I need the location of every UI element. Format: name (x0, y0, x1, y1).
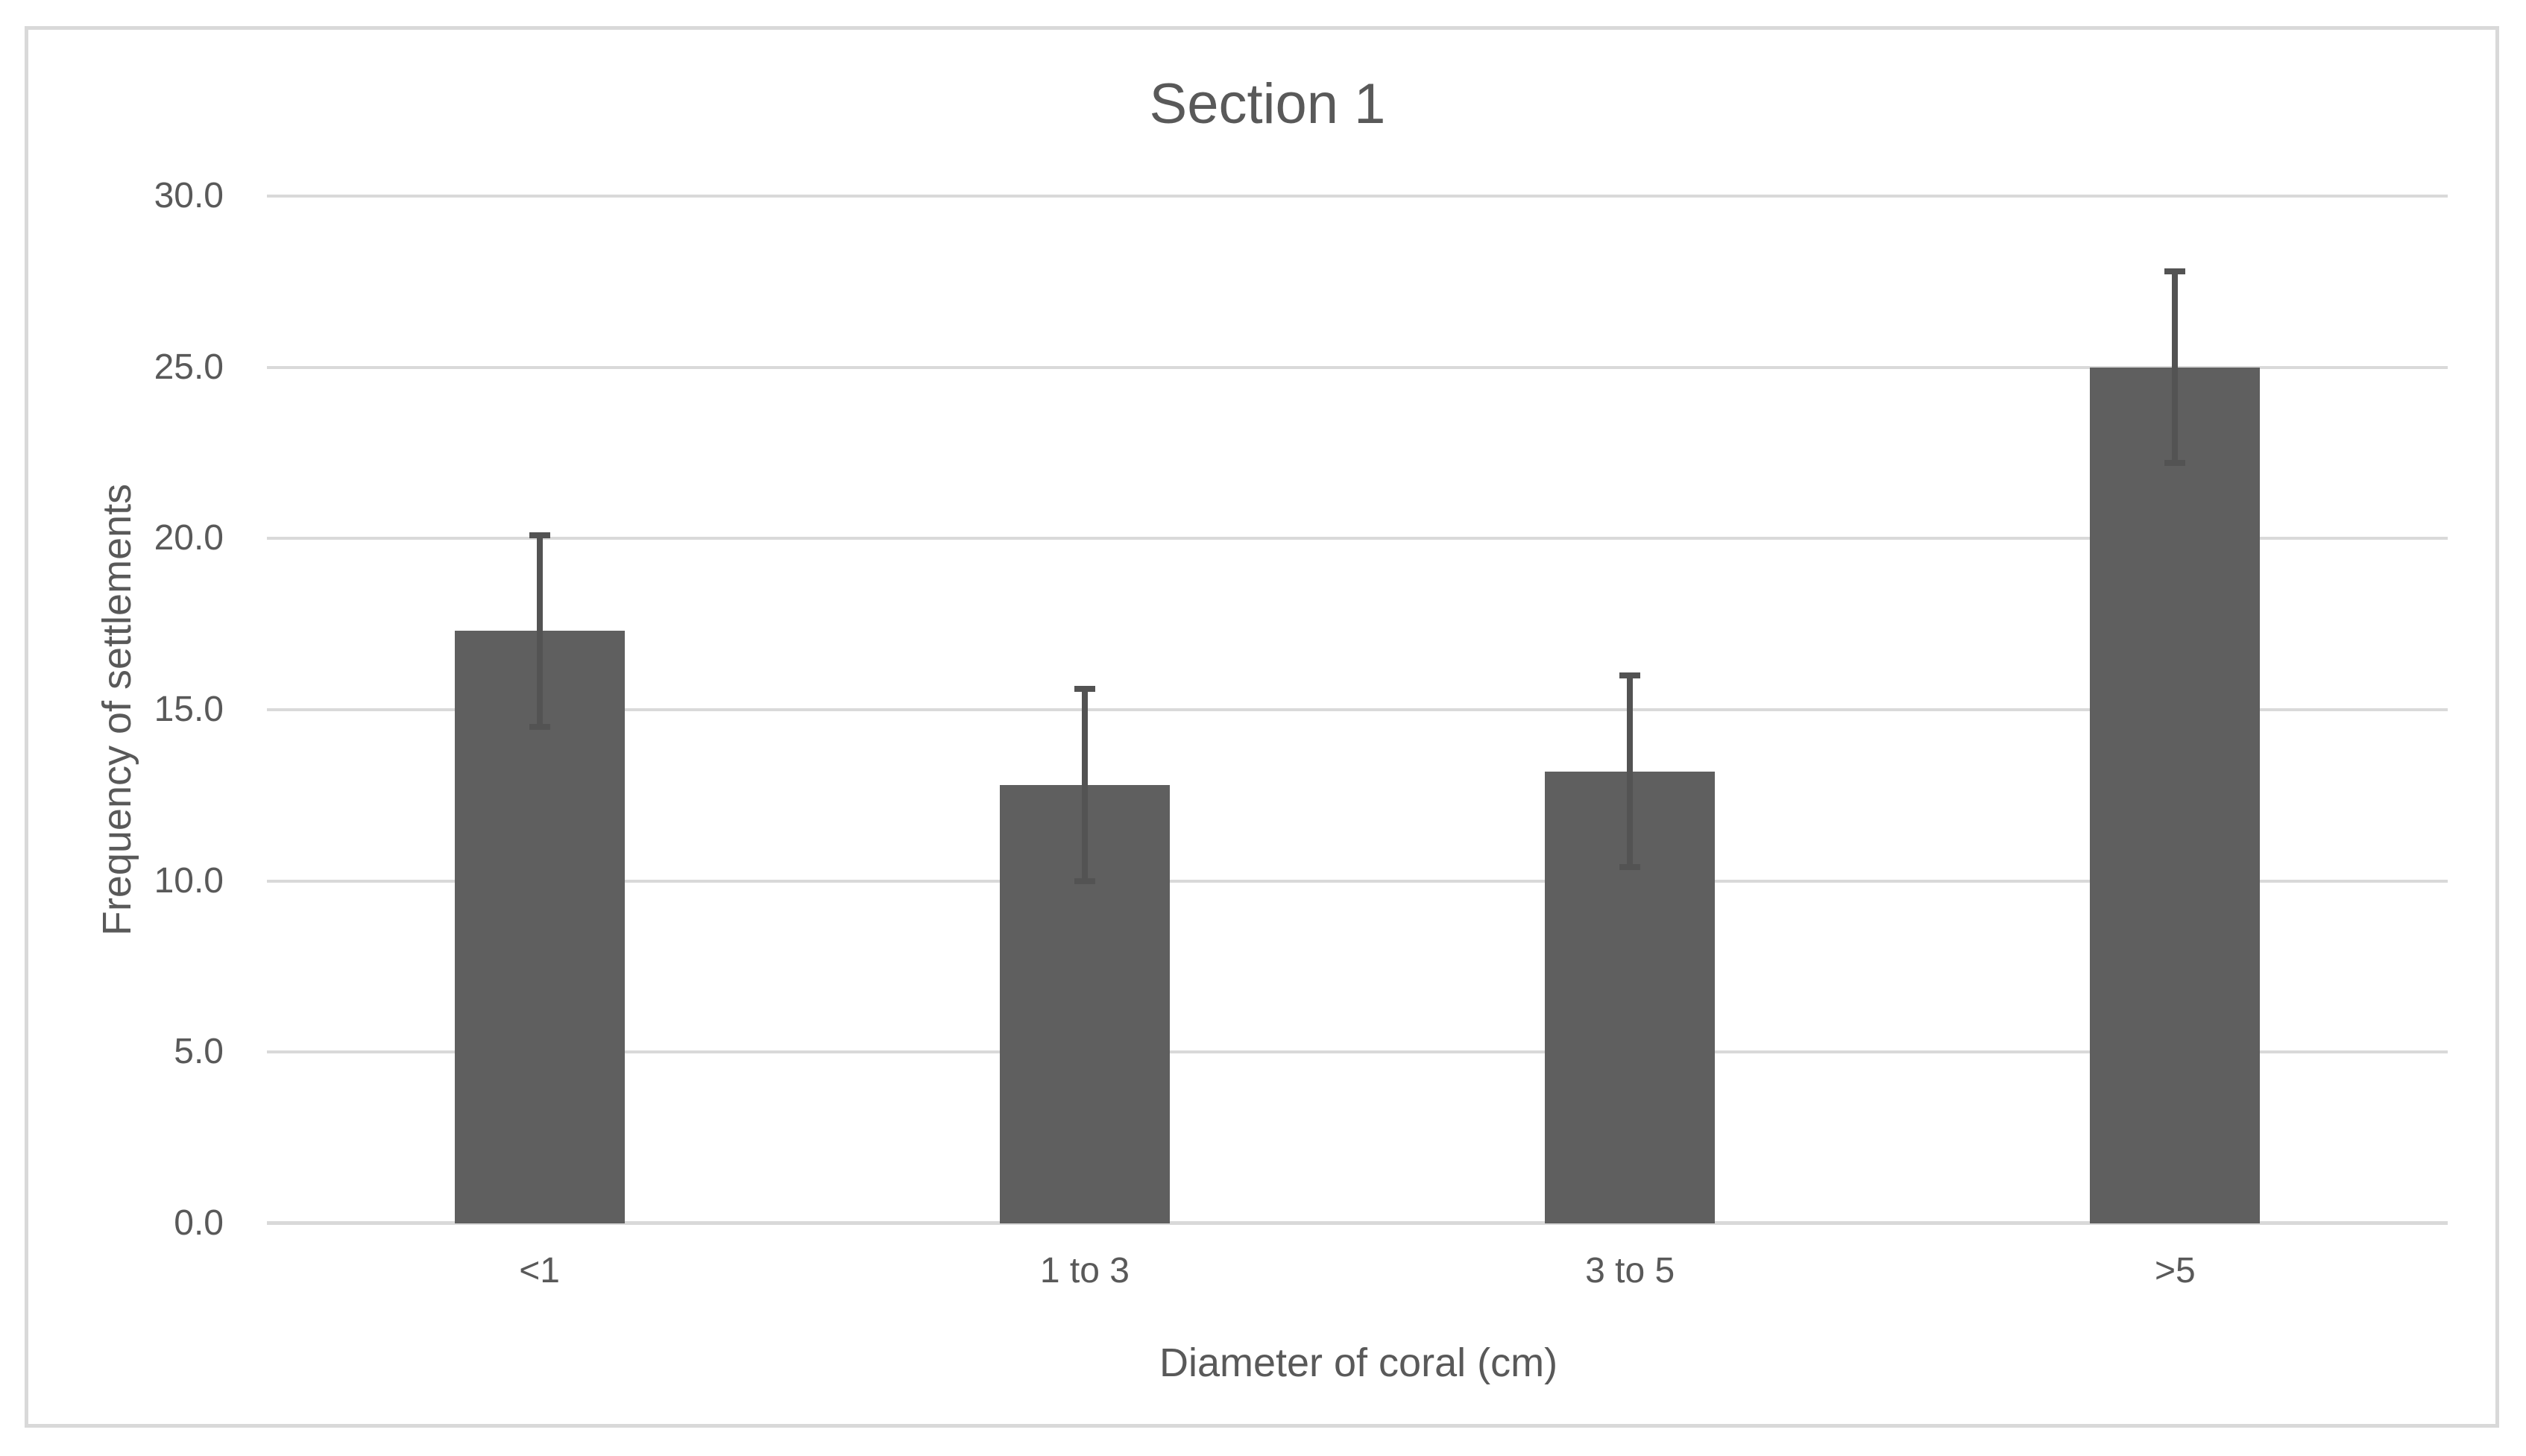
error-bar (536, 535, 543, 727)
x-axis-title: Diameter of coral (cm) (1159, 1340, 1558, 1385)
y-axis-tick-label: 25.0 (154, 347, 224, 387)
error-bar-cap-bottom (529, 723, 550, 730)
error-bar-cap-top (1074, 686, 1095, 693)
x-axis-tick-label: >5 (2155, 1251, 2196, 1290)
chart-frame: Section 1 Frequency of settlements 0.0 5.… (25, 26, 2499, 1428)
error-bar-cap-top (1619, 672, 1641, 679)
gridline (267, 879, 2448, 883)
y-axis-tick-label: 20.0 (154, 518, 224, 558)
bar (2090, 367, 2261, 1223)
plot-area (267, 195, 2448, 1225)
y-axis-tick-label: 15.0 (154, 690, 224, 729)
x-axis-line (267, 1221, 2448, 1225)
x-axis-tick-label: <1 (519, 1251, 560, 1290)
y-axis-tick-label: 0.0 (174, 1203, 224, 1243)
error-bar-cap-bottom (1619, 864, 1641, 871)
x-axis-tick-label: 3 to 5 (1585, 1251, 1675, 1290)
error-bar-cap-bottom (1074, 877, 1095, 884)
error-bar-cap-top (2164, 268, 2186, 275)
gridline (267, 1050, 2448, 1054)
error-bar (1627, 675, 1634, 868)
error-bar (2172, 271, 2179, 464)
gridline (267, 195, 2448, 198)
error-bar (1081, 689, 1088, 881)
y-axis-tick-label: 30.0 (154, 176, 224, 215)
y-axis-tick-label: 5.0 (174, 1032, 224, 1072)
error-bar-cap-bottom (2164, 460, 2186, 467)
chart-title: Section 1 (1149, 72, 1386, 136)
gridline (267, 537, 2448, 541)
x-axis-tick-label: 1 to 3 (1039, 1251, 1130, 1290)
error-bar-cap-top (529, 532, 550, 538)
gridline (267, 365, 2448, 369)
y-axis-tick-label: 10.0 (154, 860, 224, 901)
gridline (267, 708, 2448, 711)
